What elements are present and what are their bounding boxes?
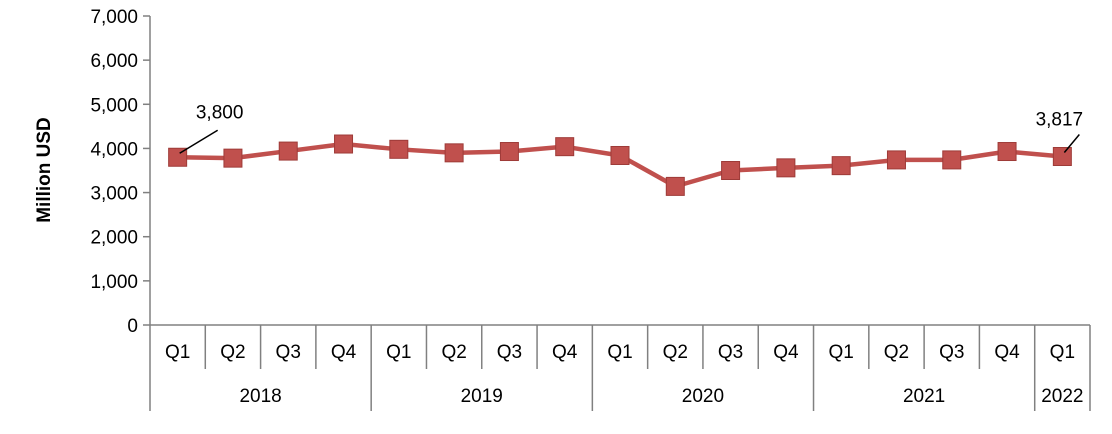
data-point-marker	[499, 142, 519, 162]
data-point-marker	[665, 176, 685, 196]
y-tick-label: 1,000	[90, 272, 138, 293]
x-category-label: Q2	[441, 342, 466, 363]
x-group-label: 2018	[239, 386, 281, 407]
x-category-label: Q1	[1050, 342, 1075, 363]
x-category-label: Q4	[994, 342, 1020, 363]
x-category-label: Q4	[331, 342, 357, 363]
x-group-label: 2020	[682, 386, 724, 407]
data-label-leader-line	[1063, 134, 1080, 153]
data-point-marker	[610, 145, 630, 165]
data-labels: 3,800 3,817	[179, 102, 1084, 154]
x-category-label: Q1	[607, 342, 632, 363]
data-label: 3,817	[1036, 110, 1084, 131]
y-tick-label: 2,000	[90, 228, 138, 249]
data-point-marker	[942, 150, 962, 170]
x-group-label: 2021	[903, 386, 945, 407]
x-category-label: Q3	[939, 342, 964, 363]
data-point-marker	[831, 156, 851, 176]
data-point-marker	[555, 137, 575, 157]
x-category-label: Q1	[828, 342, 853, 363]
x-category-label: Q2	[884, 342, 909, 363]
data-label-leader-line	[179, 129, 219, 154]
y-tick-label: 0	[127, 316, 138, 337]
data-point-marker	[223, 148, 243, 168]
y-tick-label: 3,000	[90, 184, 138, 205]
x-category-label: Q2	[220, 342, 245, 363]
data-point-marker	[444, 143, 464, 163]
x-group-label: 2019	[461, 386, 503, 407]
data-point-marker	[334, 134, 354, 154]
y-axis-title: Million USD	[34, 117, 55, 223]
data-point-marker	[886, 150, 906, 170]
data-point-marker	[389, 139, 409, 159]
x-axis: Q1 Q2 Q3 Q4 Q1 Q2 Q3 Q4 Q1 Q2 Q3 Q4 Q1 Q2 Q3 Q4 Q1 2018 20…	[149, 324, 1091, 411]
y-tick-label: 4,000	[90, 139, 138, 160]
y-tick-label: 7,000	[90, 7, 138, 28]
series-group	[168, 134, 1072, 196]
x-group-label: 2022	[1041, 386, 1083, 407]
data-point-marker	[997, 142, 1017, 162]
x-category-label: Q4	[552, 342, 578, 363]
y-tick-label: 5,000	[90, 95, 138, 116]
x-category-label: Q3	[276, 342, 301, 363]
x-category-label: Q1	[386, 342, 411, 363]
y-axis: 0 1,000 2,000 3,000 4,000 5,000 6,000 7,000	[90, 7, 151, 337]
x-category-label: Q3	[497, 342, 522, 363]
data-point-marker	[1052, 147, 1072, 167]
x-category-label: Q1	[165, 342, 190, 363]
x-category-label: Q4	[773, 342, 799, 363]
y-tick-label: 6,000	[90, 51, 138, 72]
data-label: 3,800	[196, 102, 244, 123]
data-point-marker	[721, 161, 741, 180]
data-point-marker	[776, 158, 796, 178]
data-point-marker	[278, 141, 298, 161]
x-category-label: Q2	[663, 342, 688, 363]
x-category-label: Q3	[718, 342, 743, 363]
data-point-marker	[168, 147, 188, 167]
